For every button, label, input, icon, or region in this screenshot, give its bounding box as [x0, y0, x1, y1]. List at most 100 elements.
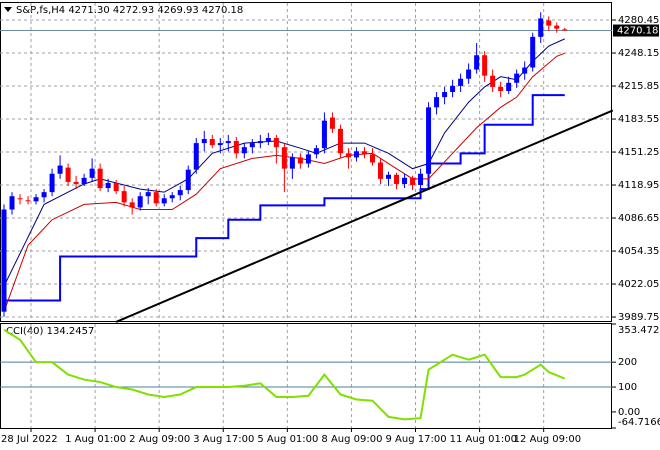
y-tick-label: 4183.55	[618, 114, 659, 125]
candle-body	[209, 139, 215, 146]
candle-body	[177, 190, 183, 196]
candle-body	[386, 174, 392, 179]
x-tick-label: 1 Aug 01:00	[65, 434, 126, 445]
candle-body	[369, 154, 375, 163]
candle-body	[297, 157, 303, 164]
x-tick-label: 8 Aug 09:00	[321, 434, 382, 445]
candle-body	[450, 85, 456, 93]
candle-body	[97, 168, 103, 189]
x-tick-label: 11 Aug 01:00	[450, 434, 517, 445]
x-tick-label: 3 Aug 17:00	[193, 434, 254, 445]
indicator-line	[3, 52, 565, 312]
candle-body	[426, 107, 432, 174]
candle-body	[57, 165, 63, 174]
candle-body	[482, 55, 488, 76]
y-tick-label: 4215.85	[618, 81, 659, 92]
candle-body	[305, 154, 311, 164]
candle-body	[161, 198, 167, 204]
candle-body	[193, 143, 199, 170]
indicator-line	[4, 94, 565, 302]
candle-body	[522, 67, 528, 74]
candle-body	[498, 86, 504, 91]
candle-body	[17, 198, 23, 200]
y-tick-label: 4022.05	[618, 279, 659, 290]
candle-body	[145, 192, 151, 197]
candle-body	[434, 97, 440, 108]
candle-body	[25, 200, 31, 202]
x-tick-label: 9 Aug 17:00	[386, 434, 447, 445]
y-tick-label: 3989.75	[618, 312, 659, 323]
last-price-box	[613, 24, 659, 37]
x-tick-label: 5 Aug 01:00	[257, 434, 318, 445]
y-tick-label: 353.4721	[618, 325, 660, 336]
y-tick-label: 4118.95	[618, 180, 659, 191]
cci-title: CCI(40) 134.2457	[6, 326, 94, 337]
cci-line	[3, 328, 566, 421]
candle-body	[249, 143, 255, 148]
candle-body	[394, 174, 400, 184]
candle-body	[153, 192, 159, 204]
candle-body	[1, 209, 7, 312]
candle-body	[89, 168, 95, 178]
candle-body	[474, 55, 480, 70]
candle-body	[233, 141, 239, 154]
candle-body	[9, 196, 15, 210]
candle-body	[402, 177, 408, 184]
candle-body	[273, 137, 279, 148]
candle-body	[530, 36, 536, 68]
candle-body	[201, 139, 207, 144]
candle-body	[337, 128, 343, 154]
candle-body	[105, 182, 111, 189]
candle-body	[377, 162, 383, 179]
candle-body	[169, 195, 175, 199]
candle-body	[345, 153, 351, 158]
candle-body	[281, 147, 287, 169]
candle-body	[418, 173, 424, 185]
candle-body	[257, 141, 263, 144]
candle-body	[458, 78, 464, 86]
candle-body	[329, 117, 335, 129]
x-tick-label: 2 Aug 09:00	[129, 434, 190, 445]
candle-body	[361, 151, 367, 155]
candle-body	[113, 182, 119, 192]
candle-body	[490, 75, 496, 87]
candle-body	[538, 18, 544, 37]
candle-body	[554, 25, 560, 29]
candle-body	[137, 196, 143, 208]
y-tick-label: -64.71667	[618, 417, 660, 428]
candle-body	[65, 167, 71, 182]
main-frame	[0, 2, 612, 322]
candle-body	[442, 92, 448, 98]
candle-body	[353, 151, 359, 158]
candle-body	[81, 177, 87, 184]
candle-body	[466, 69, 472, 79]
candle-body	[73, 181, 79, 184]
y-tick-label: 4054.35	[618, 246, 659, 257]
y-tick-label: 4151.25	[618, 147, 659, 158]
candle-body	[217, 143, 223, 146]
candle-body	[546, 20, 552, 26]
x-tick-label: 28 Jul 2022	[1, 434, 58, 445]
cci-frame	[0, 323, 612, 429]
candle-body	[265, 137, 271, 142]
y-tick-label: 100	[618, 382, 637, 393]
menu-arrow	[4, 7, 12, 12]
candle-body	[129, 202, 135, 208]
candle-body	[225, 141, 231, 144]
candle-body	[289, 157, 295, 169]
candle-body	[185, 169, 191, 191]
candle-body	[241, 147, 247, 154]
y-tick-label: 4280.45	[618, 15, 659, 26]
candle-body	[33, 197, 39, 202]
candle-body	[49, 173, 55, 193]
candle-body	[562, 29, 568, 31]
candle-body	[313, 148, 319, 155]
y-tick-label: 4248.15	[618, 48, 659, 59]
x-tick-label: 12 Aug 09:00	[514, 434, 581, 445]
y-tick-label: 0.00	[618, 407, 640, 418]
candle-body	[41, 192, 47, 198]
chart-title: S&P,fs,H4 4271.30 4272.93 4269.93 4270.1…	[16, 5, 243, 16]
candle-body	[321, 120, 327, 149]
